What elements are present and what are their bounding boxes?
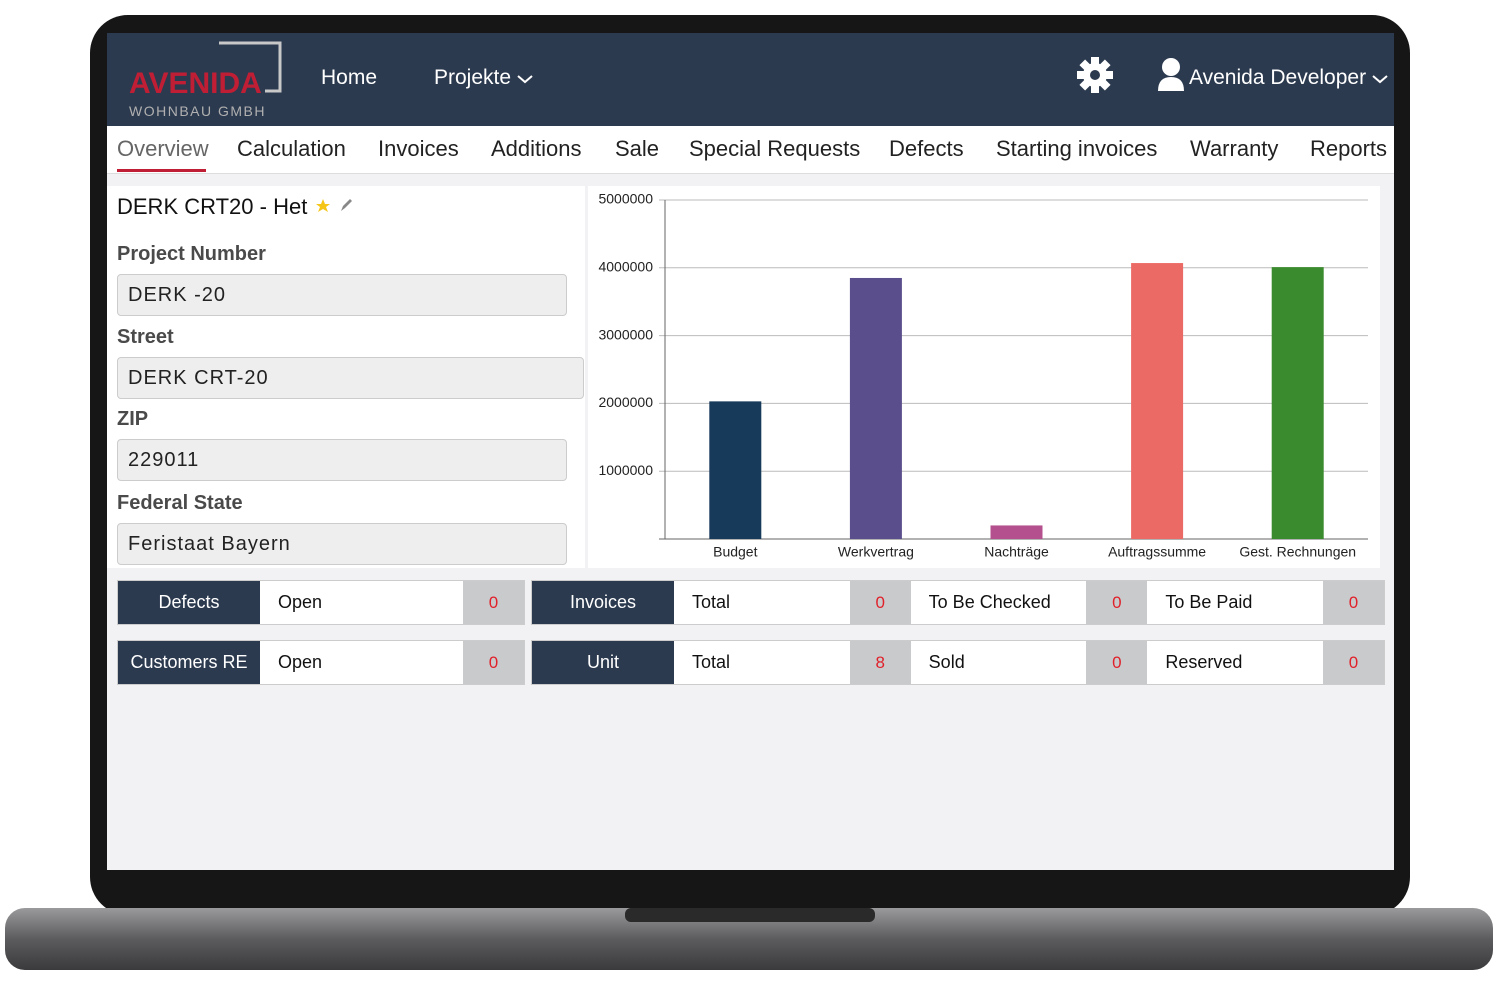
stat-name: Open — [260, 641, 463, 684]
bar — [1271, 267, 1324, 539]
project-title-row: DERK CRT20 - Het — [117, 194, 353, 220]
tab[interactable]: Sale — [615, 136, 660, 161]
y-tick-label: 2000000 — [598, 394, 653, 410]
y-tick-label: 5000000 — [598, 191, 653, 207]
stat-count: 0 — [463, 641, 524, 684]
logo: AVENIDA WOHNBAU GMBH — [129, 41, 282, 119]
tab[interactable]: Special Requests — [689, 136, 861, 161]
stat-group: Unit Total 8 Sold 0 Reserved 0 — [531, 640, 1385, 685]
stat-name: Total — [674, 641, 850, 684]
x-tick-label: Nachträge — [984, 544, 1049, 560]
chevron — [1372, 75, 1388, 84]
stat-row: Customers RE Open 0 Unit Total 8 Sold 0 Reserved… — [117, 640, 1385, 685]
tab[interactable]: Reports — [1310, 136, 1388, 161]
hinge-notch — [625, 908, 875, 922]
bar-chart: 1000000 2000000 3000000 4000000 5000000 Budge… — [588, 186, 1380, 568]
tab[interactable]: Additions — [491, 136, 582, 161]
user-menu[interactable]: Avenida Developer — [1189, 66, 1388, 90]
nav-link[interactable]: Home — [321, 66, 378, 89]
stat-count: 0 — [849, 581, 911, 624]
project-title: DERK CRT20 - Het — [117, 194, 308, 219]
x-tick-label: Auftragssumme — [1108, 544, 1206, 560]
y-tick-label: 4000000 — [598, 259, 653, 275]
tab[interactable]: Overview — [117, 136, 209, 161]
stat-count: 0 — [1323, 641, 1385, 684]
field-input[interactable]: DERK -20 — [117, 274, 567, 316]
tab[interactable]: Starting invoices — [996, 136, 1158, 161]
stat-count: 0 — [1086, 641, 1148, 684]
stat-group: Customers RE Open 0 — [117, 640, 525, 685]
bar — [1131, 263, 1184, 539]
stat-name: Sold — [910, 641, 1087, 684]
stat-row: Defects Open 0 Invoices Total 0 To Be Checked 0… — [117, 580, 1385, 625]
stat-count: 8 — [849, 641, 911, 684]
bar — [990, 525, 1043, 539]
tab[interactable]: Calculation — [237, 136, 346, 161]
stat-name: Reserved — [1147, 641, 1324, 684]
laptop-base — [5, 908, 1493, 970]
active-tab-underline — [117, 169, 206, 172]
field-label: Federal State — [117, 492, 243, 514]
logo-name: AVENIDA — [129, 67, 262, 100]
stat-group-label[interactable]: Invoices — [532, 581, 674, 624]
tab[interactable]: Invoices — [378, 136, 459, 161]
project-form: DERK CRT20 - Het Project Number DERK -20 S… — [107, 186, 585, 568]
top-nav: AVENIDA WOHNBAU GMBH Home Projekte Aveni… — [107, 33, 1394, 126]
stat-count: 0 — [1323, 581, 1385, 624]
x-tick-label: Gest. Rechnungen — [1239, 544, 1356, 560]
stat-name: To Be Paid — [1147, 581, 1324, 624]
stat-group: Defects Open 0 — [117, 580, 525, 625]
field-label: Street — [117, 326, 174, 348]
y-tick-label: 3000000 — [598, 326, 653, 342]
field-input[interactable]: DERK CRT-20 — [117, 357, 584, 399]
stat-group: Invoices Total 0 To Be Checked 0 To Be Paid 0 — [531, 580, 1385, 625]
field-input[interactable]: Feristaat Bayern — [117, 523, 567, 565]
stat-count: 0 — [1086, 581, 1148, 624]
stat-group-label[interactable]: Unit — [532, 641, 674, 684]
bar — [709, 401, 762, 539]
stat-group-label[interactable]: Defects — [118, 581, 260, 624]
stat-count: 0 — [463, 581, 524, 624]
field-label: ZIP — [117, 408, 149, 430]
user-name[interactable]: Avenida Developer — [1189, 66, 1367, 89]
bar — [849, 277, 902, 539]
screen: AVENIDA WOHNBAU GMBH Home Projekte Aveni… — [107, 33, 1394, 870]
chevron — [517, 75, 533, 84]
tab[interactable]: Defects — [889, 136, 964, 161]
stat-name: Open — [260, 581, 463, 624]
tab[interactable]: Warranty — [1190, 136, 1279, 161]
x-tick-label: Werkvertrag — [838, 544, 914, 560]
logo-subtitle: WOHNBAU GMBH — [129, 103, 266, 119]
title-icons[interactable] — [313, 196, 353, 214]
field-label: Project Number — [117, 243, 266, 265]
stat-name: To Be Checked — [910, 581, 1087, 624]
stat-group-label[interactable]: Customers RE — [118, 641, 260, 684]
x-tick-label: Budget — [713, 544, 757, 560]
settings-icon[interactable] — [1075, 55, 1115, 95]
nav-dropdown[interactable]: Projekte — [434, 66, 533, 90]
y-tick-label: 1000000 — [598, 462, 653, 478]
stat-name: Total — [674, 581, 850, 624]
nav-link[interactable]: Projekte — [434, 66, 512, 89]
tab-bar: Overview Calculation Invoices Additions Sale… — [107, 126, 1394, 174]
user-icon[interactable] — [1157, 57, 1185, 93]
field-input[interactable]: 229011 — [117, 439, 567, 481]
